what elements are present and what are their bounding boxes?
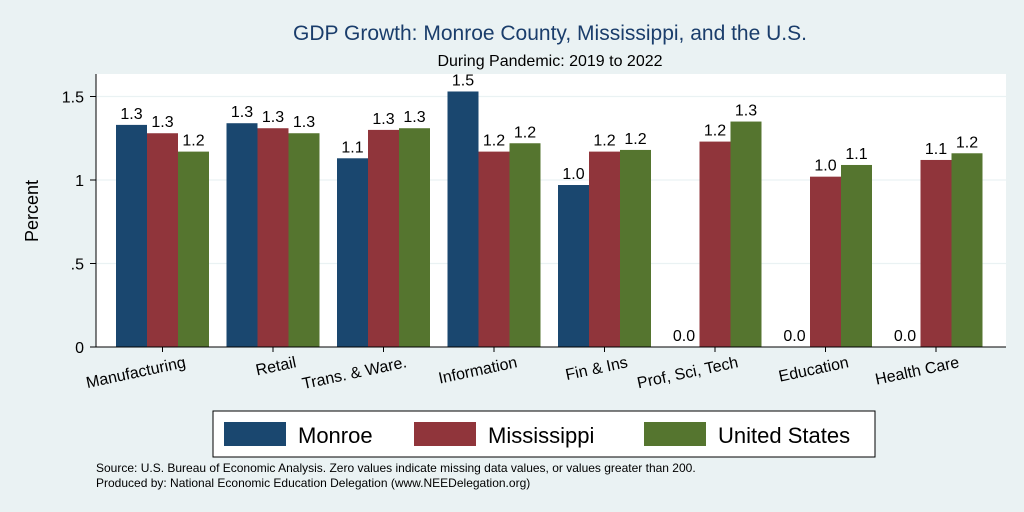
chart-title: GDP Growth: Monroe County, Mississippi, … bbox=[293, 22, 807, 45]
source-line: Source: U.S. Bureau of Economic Analysis… bbox=[96, 461, 696, 475]
data-label: 1.3 bbox=[735, 103, 757, 120]
data-label: 0.0 bbox=[894, 328, 916, 345]
data-labels: 1.3 1.3 1.2 1.3 1.3 1.3 1.1 1.3 1.3 1.5 1.2 1.2 1.0 1… bbox=[120, 72, 978, 345]
data-label: 1.3 bbox=[372, 111, 394, 128]
bar-united-states bbox=[841, 164, 872, 347]
bar-monroe bbox=[447, 91, 479, 348]
data-label: 1.2 bbox=[182, 133, 204, 150]
legend-swatch bbox=[644, 422, 706, 446]
data-label: 1.2 bbox=[514, 124, 536, 141]
bar-mississippi bbox=[589, 151, 620, 347]
data-label: 1.2 bbox=[483, 133, 505, 150]
bar-mississippi bbox=[699, 141, 731, 347]
data-label: 1.2 bbox=[593, 133, 615, 150]
data-label: 1.1 bbox=[341, 139, 363, 156]
legend-swatch bbox=[414, 422, 476, 446]
data-label: 1.0 bbox=[814, 158, 836, 175]
data-label: 1.2 bbox=[624, 131, 646, 148]
y-tick-label: 0 bbox=[75, 340, 84, 357]
legend-box bbox=[212, 410, 876, 458]
bar-united-states bbox=[288, 133, 320, 347]
category-label: Information bbox=[437, 354, 519, 387]
bar-monroe bbox=[337, 158, 368, 347]
bar-monroe bbox=[558, 185, 589, 347]
data-label: 1.2 bbox=[704, 123, 726, 140]
data-label: 1.3 bbox=[231, 104, 253, 121]
y-tick-label: 1.5 bbox=[62, 90, 84, 107]
bar-united-states bbox=[730, 121, 762, 347]
category-label: Fin & Ins bbox=[564, 354, 629, 384]
bar-mississippi bbox=[147, 133, 178, 347]
bar-united-states bbox=[399, 128, 430, 347]
data-label: 1.0 bbox=[562, 166, 584, 183]
legend-label: United States bbox=[718, 423, 850, 448]
category-label: Health Care bbox=[874, 354, 961, 388]
category-label: Trans. & Ware. bbox=[301, 354, 409, 393]
category-label: Manufacturing bbox=[85, 354, 188, 392]
bar-united-states bbox=[620, 149, 651, 347]
source-line: Produced by: National Economic Education… bbox=[96, 476, 530, 490]
chart-subtitle: During Pandemic: 2019 to 2022 bbox=[437, 53, 662, 70]
data-label: 1.5 bbox=[452, 72, 474, 89]
category-label: Education bbox=[777, 354, 850, 385]
legend-label: Monroe bbox=[298, 423, 373, 448]
y-tick-label: 1 bbox=[75, 173, 84, 190]
bar-mississippi bbox=[920, 159, 952, 347]
bar-monroe bbox=[226, 123, 258, 347]
y-tick-label: .5 bbox=[71, 257, 84, 274]
data-label: 0.0 bbox=[783, 328, 805, 345]
bar-mississippi bbox=[368, 129, 399, 347]
y-axis-label: Percent bbox=[22, 180, 42, 242]
bar-united-states bbox=[178, 151, 209, 347]
category-label: Retail bbox=[254, 354, 298, 379]
bar-united-states bbox=[509, 143, 541, 347]
legend-label: Mississippi bbox=[488, 423, 594, 448]
source-note: Source: U.S. Bureau of Economic Analysis… bbox=[96, 461, 696, 490]
data-label: 0.0 bbox=[673, 328, 695, 345]
data-label: 1.3 bbox=[293, 114, 315, 131]
legend: Monroe Mississippi United States bbox=[212, 410, 876, 458]
bar-mississippi bbox=[257, 128, 289, 347]
data-label: 1.3 bbox=[403, 109, 425, 126]
data-label: 1.3 bbox=[262, 109, 284, 126]
bar-monroe bbox=[116, 124, 147, 347]
bar-mississippi bbox=[810, 176, 841, 347]
legend-swatch bbox=[224, 422, 286, 446]
data-label: 1.3 bbox=[120, 106, 142, 123]
data-label: 1.2 bbox=[956, 134, 978, 151]
bar-mississippi bbox=[478, 151, 510, 347]
bars bbox=[116, 91, 983, 348]
data-label: 1.1 bbox=[845, 146, 867, 163]
category-label: Prof, Sci, Tech bbox=[636, 354, 740, 392]
data-label: 1.3 bbox=[151, 114, 173, 131]
data-label: 1.1 bbox=[925, 141, 947, 158]
bar-united-states bbox=[951, 153, 983, 347]
